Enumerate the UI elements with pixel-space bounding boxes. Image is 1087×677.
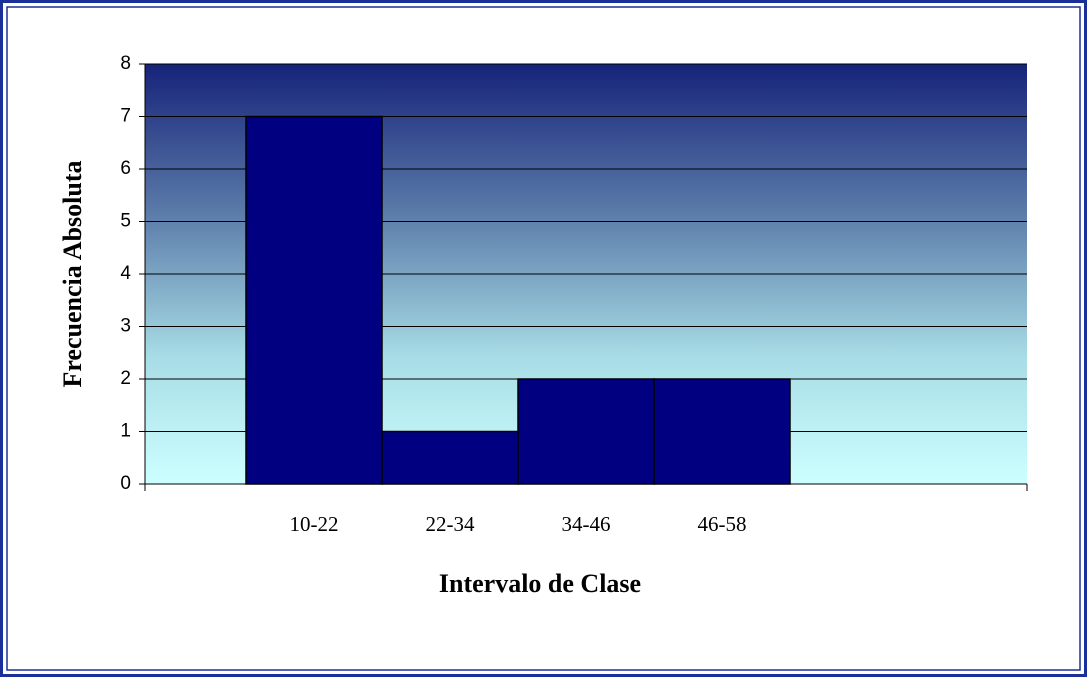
y-tick-label: 5	[120, 211, 131, 232]
inner-frame	[6, 6, 1081, 671]
bar	[245, 115, 383, 485]
x-tick-label: 22-34	[426, 512, 475, 536]
y-tick-label: 2	[120, 368, 131, 389]
y-axis-label: Frecuencia Absoluta	[58, 160, 87, 387]
bar	[381, 430, 519, 485]
y-tick-label: 0	[120, 473, 131, 494]
bar	[517, 378, 655, 485]
x-tick-label: 34-46	[562, 512, 611, 536]
y-tick-label: 1	[120, 421, 131, 442]
y-tick-label: 6	[120, 158, 131, 179]
x-tick-label: 46-58	[698, 512, 747, 536]
x-axis-label: Intervalo de Clase	[439, 569, 641, 598]
y-tick-label: 3	[120, 316, 131, 337]
x-tick-label: 10-22	[290, 512, 339, 536]
y-tick-label: 8	[120, 53, 131, 74]
bar	[653, 378, 791, 485]
y-tick-label: 7	[120, 106, 131, 127]
y-tick-label: 4	[120, 263, 131, 284]
